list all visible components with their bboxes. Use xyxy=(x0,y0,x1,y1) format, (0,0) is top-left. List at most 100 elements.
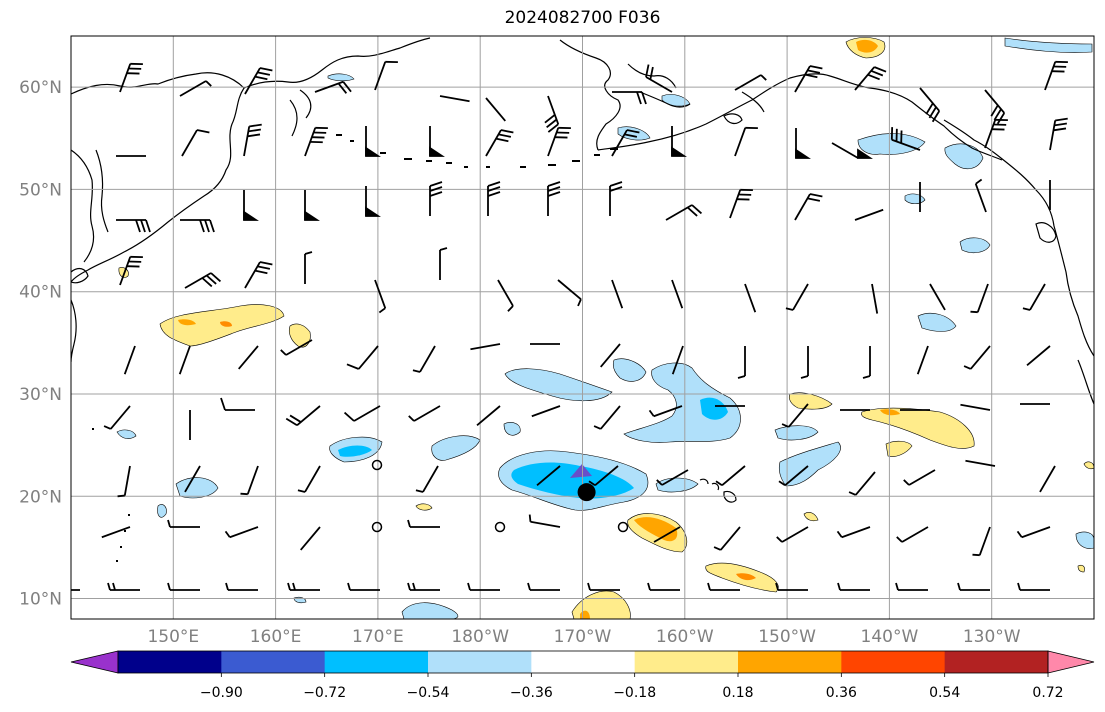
moderate-positive-anomaly-region xyxy=(856,39,878,53)
wind-barb xyxy=(737,346,746,379)
wind-barb xyxy=(775,582,808,591)
longitude-label: 130°W xyxy=(963,627,1021,647)
wind-barb xyxy=(439,95,470,103)
wind-barb xyxy=(611,279,624,309)
wind-barb xyxy=(1039,465,1056,493)
wind-barb xyxy=(648,405,683,418)
negative-anomaly-region xyxy=(157,504,167,518)
wind-barb xyxy=(346,345,379,370)
colorbar-tick-label: 0.54 xyxy=(929,685,960,701)
island xyxy=(446,162,452,164)
latitude-label: 30°N xyxy=(19,385,62,405)
wind-barb xyxy=(181,129,210,157)
wind-barb xyxy=(965,459,996,467)
moderate-positive-anomaly-region xyxy=(736,573,756,581)
wind-barb xyxy=(557,279,582,307)
wind-barb xyxy=(671,279,684,309)
colorbar-segment xyxy=(841,651,946,673)
wind-barb xyxy=(848,471,876,496)
negative-anomaly-region xyxy=(503,422,521,436)
colorbar xyxy=(70,650,1095,674)
strong-negative-anomaly-region xyxy=(338,445,372,457)
aleutian-islands xyxy=(92,134,618,562)
longitude-label: 170°W xyxy=(554,627,612,647)
latitude-label: 40°N xyxy=(19,283,62,303)
colorbar-tick-label: −0.72 xyxy=(303,685,346,701)
wind-barb xyxy=(117,465,131,498)
coastline-cook-inlet xyxy=(741,91,765,113)
colorbar-labels: −0.90 −0.72 −0.54 −0.36 −0.18 0.18 0.36 0.54 0.7… xyxy=(200,673,1064,701)
latitude-label: 20°N xyxy=(19,487,62,507)
wind-barbs xyxy=(71,60,1068,591)
coastlines xyxy=(71,37,1094,503)
negative-anomaly-region xyxy=(959,237,991,254)
wind-barb xyxy=(1016,526,1051,539)
wind-barb xyxy=(653,526,681,543)
wind-barb xyxy=(178,345,191,375)
coastline-sakhalin xyxy=(95,149,109,233)
wind-barb xyxy=(744,283,757,313)
wind-barb xyxy=(240,465,259,496)
wind-barb xyxy=(837,582,870,591)
island xyxy=(520,166,526,168)
wind-barb xyxy=(374,279,387,314)
wind-barb xyxy=(224,526,259,539)
wind-barb xyxy=(734,126,758,157)
longitude-label: 170°E xyxy=(352,627,404,647)
wind-barb xyxy=(671,345,684,375)
wind-barb xyxy=(831,142,859,159)
wind-barb xyxy=(415,465,439,493)
island xyxy=(464,166,468,168)
negative-anomaly-region xyxy=(431,435,481,461)
wind-barb xyxy=(244,261,273,289)
wind-barb xyxy=(225,582,258,591)
colorbar-extend-min xyxy=(70,650,119,674)
wind-barb xyxy=(919,87,941,123)
longitude-labels: 150°E 160°E 170°E 180°W 170°W 160°W 150°W 140°W… xyxy=(147,627,1020,647)
wind-barb xyxy=(408,405,441,422)
wind-barb xyxy=(497,279,514,312)
wind-barb xyxy=(854,66,887,91)
colorbar-segment xyxy=(634,651,739,673)
negative-anomaly-region xyxy=(175,477,219,499)
coastline-hawaii-big-island xyxy=(723,490,737,503)
wind-barb xyxy=(412,345,436,373)
wind-barb xyxy=(1026,345,1051,366)
wind-barb xyxy=(854,208,884,221)
wind-barb xyxy=(1049,117,1068,151)
wind-barb xyxy=(285,405,321,427)
colorbar-tick-label: −0.36 xyxy=(510,685,553,701)
calm-marker xyxy=(371,459,383,471)
colorbar-tick-label: 0.18 xyxy=(722,685,753,701)
coastline-kamchatka xyxy=(71,72,245,283)
island xyxy=(116,560,118,562)
moderate-positive-anomaly-region xyxy=(220,321,232,327)
negative-anomaly-region xyxy=(327,73,355,82)
wind-barb xyxy=(890,127,921,151)
coastline-alaska-peninsula xyxy=(597,73,1003,161)
negative-anomaly-region xyxy=(623,362,741,443)
map-title: 2024082700 F036 xyxy=(504,8,661,28)
wind-barb-pennant xyxy=(857,148,873,159)
island xyxy=(336,134,342,136)
wind-barb xyxy=(116,219,151,233)
wind-barb xyxy=(485,97,506,122)
wind-barb xyxy=(184,272,222,289)
wind-barb xyxy=(903,469,936,486)
wind-barb xyxy=(485,129,514,157)
calm-marker xyxy=(494,521,506,533)
wind-barb xyxy=(439,247,448,280)
positive-anomaly-region xyxy=(885,440,913,457)
wind-barb xyxy=(101,526,131,539)
coastline-anadyr-gulf xyxy=(299,89,312,119)
wind-barb-pennant xyxy=(365,146,381,157)
strong-negative-anomaly-region xyxy=(700,397,728,420)
wind-barb xyxy=(167,582,200,591)
wind-barb xyxy=(984,89,1006,125)
colorbar-segment xyxy=(324,651,429,673)
wind-barb xyxy=(179,80,212,97)
wind-barb xyxy=(467,582,500,591)
wind-barb-pennant xyxy=(365,206,381,217)
wind-barb xyxy=(800,346,809,379)
wind-barb xyxy=(119,62,143,93)
